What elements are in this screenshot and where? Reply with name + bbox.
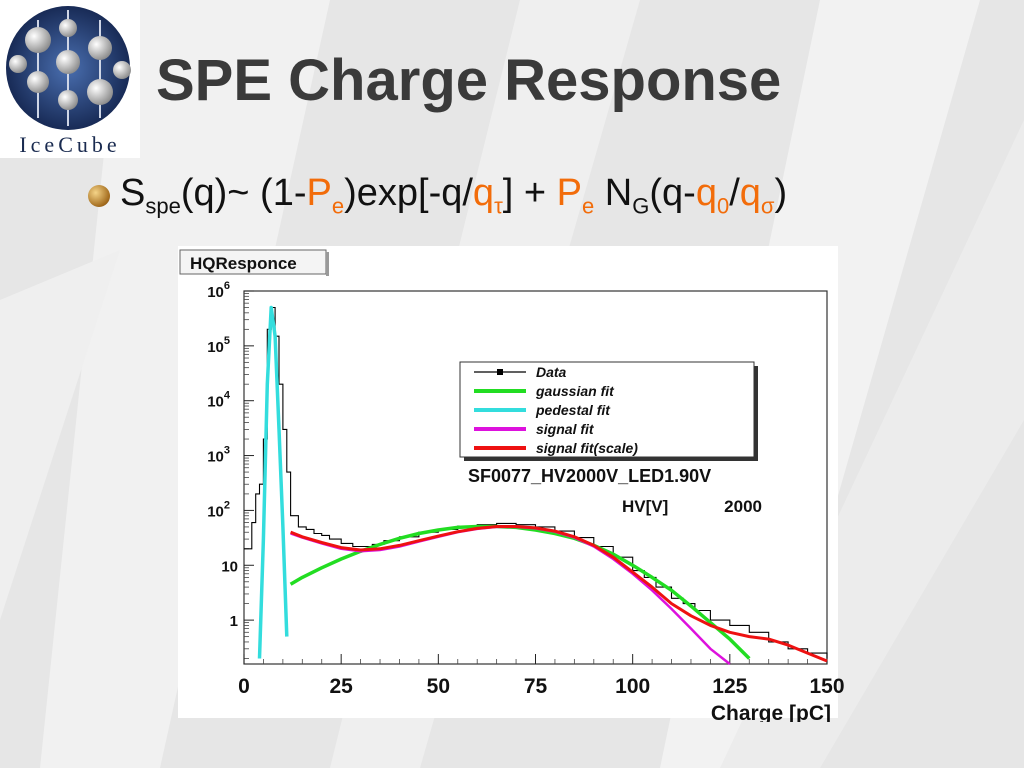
x-tick-label: 125 (712, 675, 747, 698)
slide-title: SPE Charge Response (156, 48, 782, 113)
y-tick-label: 106 (207, 280, 230, 301)
hv-value: 2000 (724, 497, 762, 516)
icecube-logo: IceCube (0, 0, 140, 158)
x-tick-label: 150 (809, 675, 844, 698)
logo-text: IceCube (19, 132, 121, 157)
x-tick-label: 75 (524, 675, 548, 698)
series-line-pedestal-fit (257, 305, 289, 659)
y-tick-label: 104 (207, 390, 231, 411)
series-line-signal-fitscale (290, 525, 828, 663)
legend-label: signal fit(scale) (536, 440, 638, 456)
y-tick-label: 102 (207, 499, 230, 520)
x-tick-label: 25 (329, 675, 353, 698)
plot-frame (243, 290, 828, 665)
y-tick-label: 10 (221, 558, 238, 575)
bullet-icon (88, 184, 110, 207)
y-tick-label: 103 (207, 445, 230, 466)
plot-title: HQResponce (190, 254, 297, 273)
plot-title-shadow (326, 252, 329, 276)
formula-line: Sspe(q)~ (1-Pe)exp[-q/qτ] + Pe NG(q-q0/q… (88, 172, 787, 220)
y-tick-label: 105 (207, 335, 230, 356)
legend-label: gaussian fit (535, 383, 615, 399)
legend-label: signal fit (536, 421, 595, 437)
x-axis-label: Charge [pC] (711, 702, 831, 722)
legend-label: Data (536, 364, 567, 380)
formula-text: Sspe(q)~ (1-Pe)exp[-q/qτ] + Pe NG(q-q0/q… (120, 172, 788, 219)
y-tick-label: 1 (230, 613, 238, 630)
x-tick-label: 100 (615, 675, 650, 698)
legend-label: pedestal fit (535, 402, 611, 418)
x-tick-label: 0 (238, 675, 250, 698)
x-tick-label: 50 (427, 675, 450, 698)
plot-title-box (179, 249, 327, 275)
legend-marker (497, 369, 503, 375)
run-label: SF0077_HV2000V_LED1.90V (468, 466, 711, 486)
hv-label: HV[V] (622, 497, 668, 516)
